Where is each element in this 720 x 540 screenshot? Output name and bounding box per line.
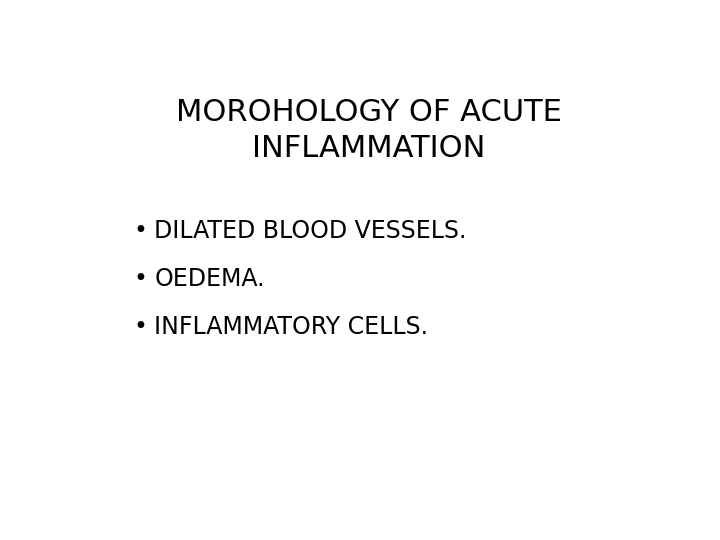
Text: •: • xyxy=(133,219,147,243)
Text: OEDEMA.: OEDEMA. xyxy=(154,267,265,291)
Text: INFLAMMATORY CELLS.: INFLAMMATORY CELLS. xyxy=(154,315,428,339)
Text: DILATED BLOOD VESSELS.: DILATED BLOOD VESSELS. xyxy=(154,219,467,243)
Text: •: • xyxy=(133,267,147,291)
Text: MOROHOLOGY OF ACUTE
INFLAMMATION: MOROHOLOGY OF ACUTE INFLAMMATION xyxy=(176,98,562,163)
Text: •: • xyxy=(133,315,147,339)
